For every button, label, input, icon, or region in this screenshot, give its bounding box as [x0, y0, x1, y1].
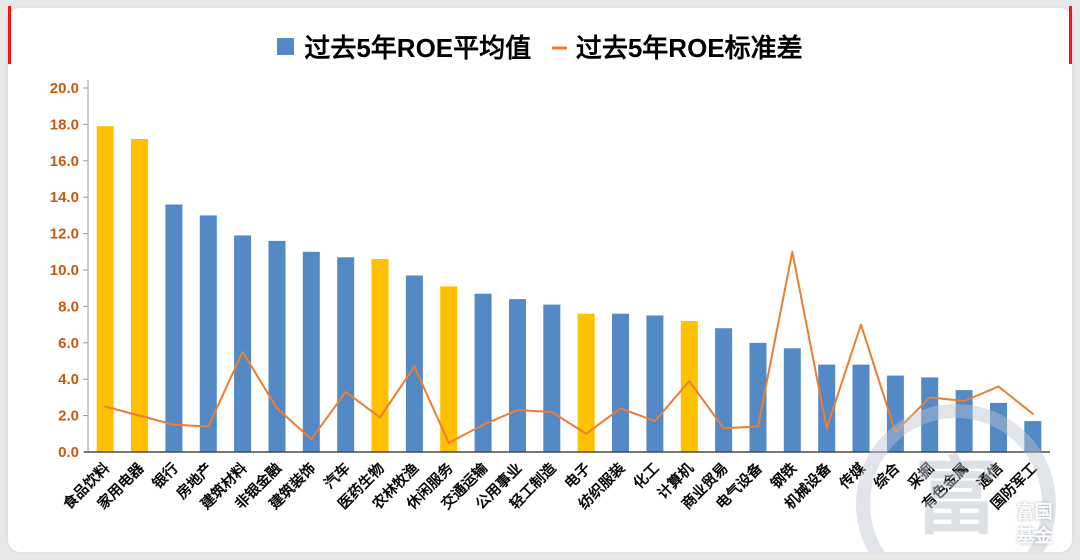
bar [131, 139, 148, 452]
bar [234, 235, 252, 452]
y-tick-label: 12.0 [50, 226, 79, 243]
std-line [104, 250, 1034, 444]
y-tick-label: 0.0 [58, 444, 79, 461]
y-tick-label: 4.0 [58, 371, 79, 388]
x-category-label: 传媒 [835, 459, 869, 493]
bar [371, 259, 389, 452]
bar [818, 364, 836, 452]
bar [921, 377, 939, 452]
y-tick-label: 6.0 [58, 335, 79, 352]
y-tick-label: 10.0 [50, 262, 79, 279]
bar [474, 293, 492, 452]
bar [955, 390, 973, 452]
bar [268, 240, 286, 452]
bar [165, 204, 183, 452]
bar [680, 321, 698, 452]
y-tick-label: 18.0 [50, 116, 79, 133]
avg-series-label: 过去5年ROE平均值 [304, 33, 532, 63]
bar [577, 313, 595, 452]
bar [302, 251, 320, 452]
corner-accent-left [8, 6, 11, 64]
bar [886, 375, 904, 452]
bar [96, 126, 114, 452]
bar [440, 286, 458, 452]
std-series-dash-icon: – [551, 30, 568, 63]
bar [337, 257, 355, 452]
chart-legend: 过去5年ROE平均值 – 过去5年ROE标准差 [8, 28, 1072, 65]
y-tick-label: 2.0 [58, 408, 79, 425]
bar [543, 304, 561, 452]
roe-chart: 0.02.04.06.08.010.012.014.016.018.020.0食… [50, 80, 1050, 514]
corner-accent-right [1069, 6, 1072, 64]
bar [646, 315, 664, 452]
x-category-label: 综合 [870, 459, 904, 493]
bar [405, 275, 423, 452]
chart-card: 过去5年ROE平均值 – 过去5年ROE标准差 0.0 2.0 4.0 6.0 8.0 1… [8, 8, 1072, 552]
y-tick-label: 8.0 [58, 298, 79, 315]
bar [199, 215, 217, 452]
std-series-label: 过去5年ROE标准差 [575, 33, 803, 63]
y-tick-label: 20.0 [50, 80, 79, 97]
bar [749, 342, 767, 452]
bar [852, 364, 870, 452]
bar [990, 402, 1007, 452]
bar [1024, 421, 1042, 452]
y-tick-label: 16.0 [50, 153, 79, 170]
y-tick-label: 14.0 [50, 189, 79, 206]
avg-series-swatch-icon [277, 38, 295, 55]
bar [509, 299, 526, 452]
bar [715, 328, 733, 452]
bar [783, 348, 801, 452]
bar [612, 313, 629, 452]
